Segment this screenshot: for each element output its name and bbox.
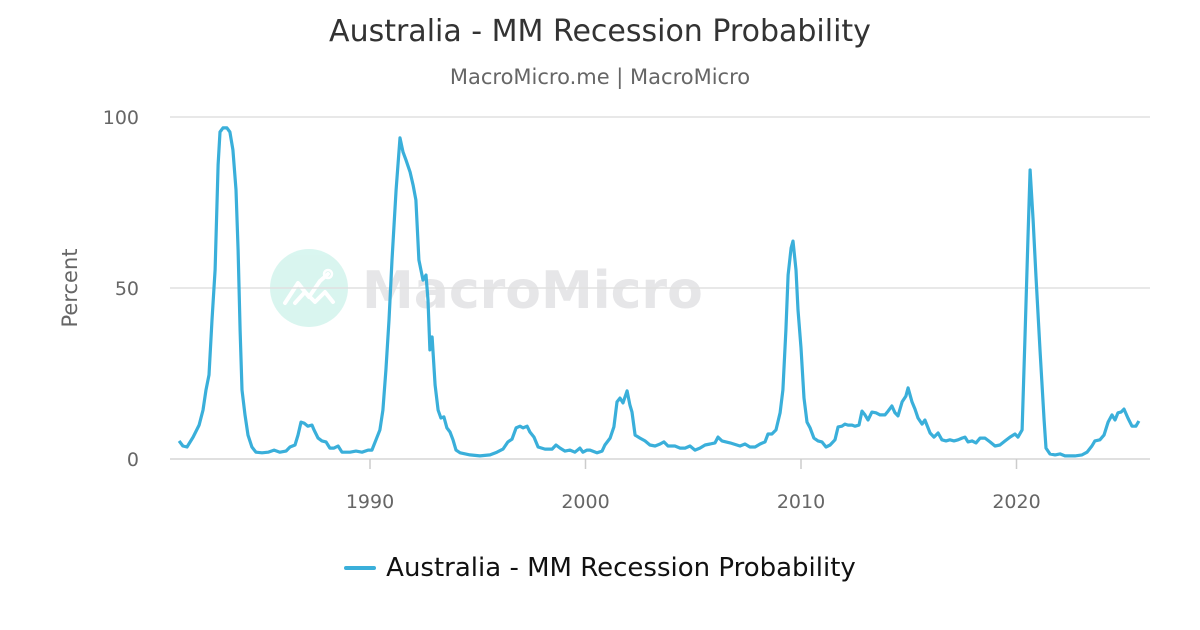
- chart-title: Australia - MM Recession Probability: [329, 14, 871, 49]
- watermark-text: MacroMicro: [362, 261, 703, 321]
- x-tick-label: 2020: [992, 491, 1040, 513]
- x-tick-label: 2000: [561, 491, 609, 513]
- y-tick-label: 50: [115, 278, 139, 300]
- y-tick-label: 0: [127, 449, 139, 471]
- legend-swatch: [344, 566, 377, 570]
- watermark-wave-icon: [293, 290, 335, 305]
- chart-subtitle: MacroMicro.me | MacroMicro: [449, 65, 751, 89]
- legend-label[interactable]: Australia - MM Recession Probability: [386, 553, 856, 583]
- legend[interactable]: Australia - MM Recession Probability: [0, 553, 1200, 583]
- x-tick-label: 1990: [346, 491, 394, 513]
- y-tick-label: 100: [103, 107, 139, 129]
- series-line[interactable]: [177, 126, 1141, 458]
- y-axis-label: Percent: [58, 248, 82, 327]
- x-tick-label: 2010: [777, 491, 825, 513]
